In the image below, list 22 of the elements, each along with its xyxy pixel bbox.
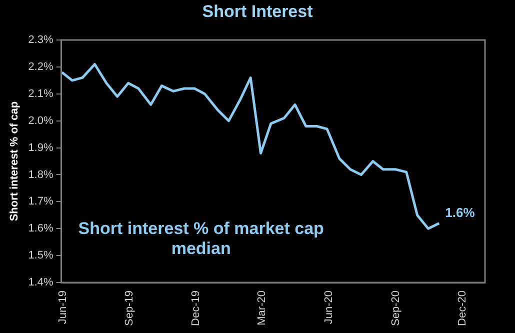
x-tick-label: Dec-20	[456, 290, 468, 326]
annotation: Short interest % of market cap	[78, 218, 324, 238]
y-tick-label: 1.4%	[28, 276, 54, 289]
y-tick-label: 2.3%	[28, 34, 54, 46]
x-tick-label: Sep-19	[124, 290, 136, 326]
x-tick-label: Jun-19	[56, 290, 69, 324]
y-tick-label: 1.8%	[28, 168, 54, 181]
y-tick-label: 2.0%	[28, 114, 54, 127]
y-tick-label: 2.1%	[28, 88, 54, 100]
annotation: median	[171, 238, 231, 258]
y-tick-label: 1.6%	[28, 222, 54, 235]
chart-title: Short Interest	[201, 2, 314, 22]
y-tick-label: 1.7%	[28, 196, 54, 208]
x-tick-label: Dec-19	[190, 290, 202, 326]
y-tick-label: 2.2%	[28, 60, 54, 73]
x-tick-label: Jun-20	[323, 290, 336, 324]
annotation: 1.6%	[445, 204, 476, 220]
x-tick-label: Mar-20	[256, 290, 268, 326]
y-axis-title: Short interest % of cap	[8, 101, 21, 222]
y-tick-label: 1.9%	[28, 142, 54, 154]
x-tick-label: Sep-20	[390, 290, 402, 326]
y-tick-label: 1.5%	[28, 250, 54, 262]
